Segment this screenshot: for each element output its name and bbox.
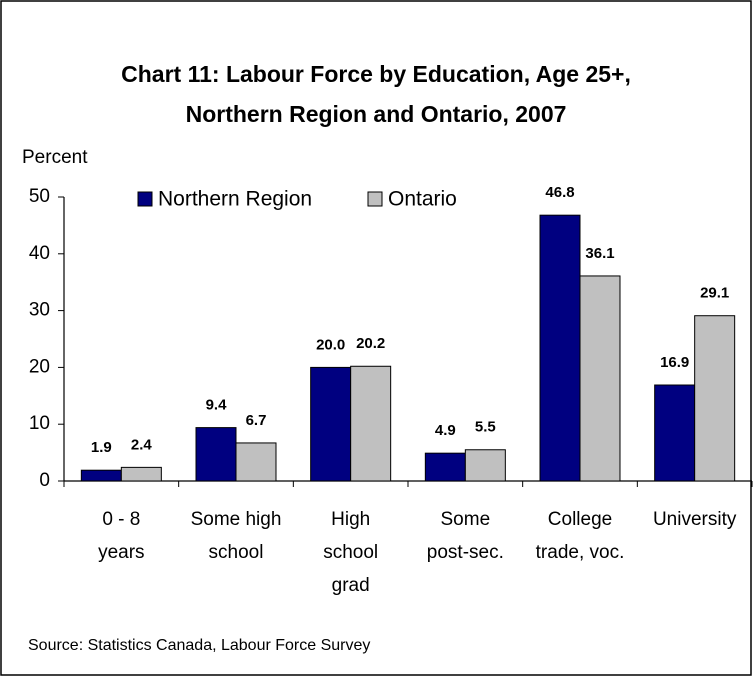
bar bbox=[424, 452, 466, 482]
y-tick-label: 30 bbox=[29, 300, 50, 321]
bar bbox=[310, 366, 352, 482]
value-label: 46.8 bbox=[545, 184, 574, 201]
y-tick-label: 40 bbox=[29, 243, 50, 264]
value-label: 16.9 bbox=[660, 354, 689, 371]
bar bbox=[579, 275, 621, 482]
value-label: 4.9 bbox=[435, 422, 456, 439]
bar bbox=[350, 365, 392, 482]
y-tick-label: 10 bbox=[29, 413, 50, 434]
legend-label: Ontario bbox=[388, 188, 457, 211]
y-axis-label: Percent bbox=[22, 147, 88, 168]
chart-title: Chart 11: Labour Force by Education, Age… bbox=[121, 61, 631, 127]
legend-swatch bbox=[137, 191, 153, 207]
bar bbox=[539, 214, 581, 482]
x-tick-label: University bbox=[653, 509, 737, 530]
x-tick-label: College trade, voc. bbox=[536, 509, 625, 563]
value-label: 20.0 bbox=[316, 336, 345, 353]
value-label: 6.7 bbox=[246, 412, 267, 429]
bar bbox=[694, 315, 736, 482]
x-tick-label: High school grad bbox=[323, 509, 378, 596]
y-tick-label: 0 bbox=[39, 470, 50, 491]
value-label: 20.2 bbox=[356, 335, 385, 352]
x-tick-label: Some high school bbox=[191, 509, 282, 563]
bar bbox=[195, 427, 237, 482]
value-label: 9.4 bbox=[206, 397, 228, 414]
y-tick-label: 20 bbox=[29, 356, 50, 377]
value-label: 2.4 bbox=[131, 436, 153, 453]
value-label: 5.5 bbox=[475, 419, 496, 436]
legend-label: Northern Region bbox=[158, 188, 312, 211]
bar bbox=[464, 449, 506, 482]
bar bbox=[120, 466, 162, 482]
value-label: 36.1 bbox=[585, 245, 614, 262]
value-label: 1.9 bbox=[91, 439, 112, 456]
x-tick-label: 0 - 8 years bbox=[98, 509, 144, 563]
x-tick-label: Some post-sec. bbox=[427, 509, 504, 563]
bar bbox=[80, 469, 122, 482]
bar bbox=[235, 442, 277, 482]
legend-swatch bbox=[367, 191, 383, 207]
value-label: 29.1 bbox=[700, 285, 729, 302]
y-tick-label: 50 bbox=[29, 186, 50, 207]
bar bbox=[654, 384, 696, 482]
source: Source: Statistics Canada, Labour Force … bbox=[28, 637, 370, 654]
